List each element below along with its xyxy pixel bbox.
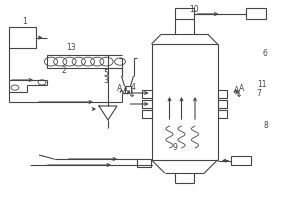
Text: A: A [234, 86, 239, 95]
Text: ↓: ↓ [128, 89, 136, 99]
Bar [9, 27, 36, 48]
Text: A: A [117, 84, 122, 93]
Bar [142, 110, 152, 118]
Bar [218, 90, 226, 98]
Bar [136, 159, 151, 167]
Text: 2: 2 [61, 66, 66, 75]
Bar [175, 8, 194, 19]
Bar [218, 110, 226, 118]
Bar [152, 44, 218, 160]
Text: 10: 10 [189, 4, 199, 14]
Text: 3: 3 [103, 76, 108, 85]
Bar [46, 55, 108, 68]
Text: 6: 6 [262, 49, 267, 58]
Text: 7: 7 [256, 88, 261, 98]
Bar [142, 90, 152, 98]
Text: 8: 8 [264, 121, 269, 130]
Text: 13: 13 [66, 44, 76, 52]
Text: ↓: ↓ [236, 89, 244, 99]
Text: 11: 11 [257, 80, 267, 89]
Text: A: A [239, 84, 244, 93]
Bar [231, 156, 250, 165]
Bar [218, 100, 226, 108]
Bar [246, 8, 266, 19]
Bar [142, 100, 152, 108]
Text: 1: 1 [22, 17, 27, 25]
Text: 9: 9 [172, 144, 177, 152]
Text: 5: 5 [103, 70, 108, 78]
Text: 4: 4 [130, 83, 135, 92]
Text: A: A [123, 86, 128, 95]
